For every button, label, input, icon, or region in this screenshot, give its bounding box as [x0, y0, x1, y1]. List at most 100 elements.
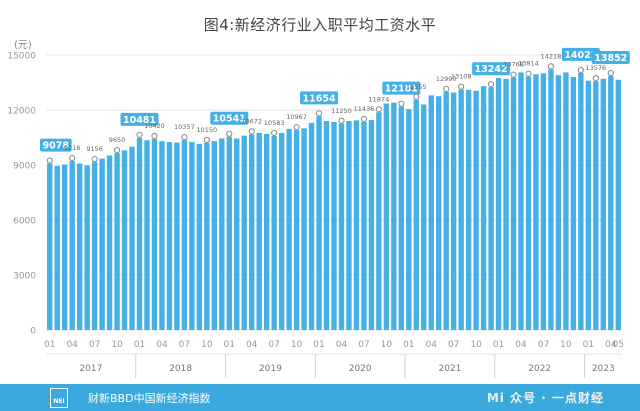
- data-point-marker: [443, 85, 450, 92]
- data-label: 10541: [213, 114, 246, 125]
- x-tick-label: 04: [156, 340, 168, 350]
- bar: [398, 106, 405, 330]
- data-label: 10967: [286, 113, 307, 121]
- x-tick-label: 04: [66, 340, 78, 350]
- data-point-marker: [226, 130, 233, 137]
- x-tick-label: 10: [111, 340, 123, 350]
- bar: [234, 138, 240, 330]
- bar: [241, 135, 247, 330]
- x-tick-label: 04: [246, 340, 258, 350]
- x-tick-label: 10: [381, 340, 393, 350]
- bar: [114, 153, 120, 330]
- bar: [331, 121, 337, 331]
- x-tick-label: 04: [336, 340, 348, 350]
- bar: [129, 146, 135, 330]
- data-label: 14022: [564, 50, 597, 61]
- data-label-box: [300, 91, 339, 105]
- x-tick-label: 10: [291, 340, 303, 350]
- y-tick-label: 6000: [13, 217, 36, 227]
- bar: [174, 142, 180, 330]
- x-tick-label: 01: [134, 340, 145, 350]
- y-tick-label: 3000: [13, 272, 36, 282]
- bar: [548, 69, 554, 330]
- x-tick-label: 04: [426, 340, 438, 350]
- bar: [76, 163, 83, 330]
- data-point-marker: [113, 146, 121, 154]
- data-point-marker: [413, 93, 420, 100]
- nei-logo: NEI: [50, 388, 68, 408]
- data-label: 12181: [385, 84, 418, 95]
- data-label: 11436: [354, 105, 375, 113]
- data-point-marker: [398, 100, 405, 107]
- data-label: 10481: [123, 115, 156, 126]
- data-label: 10420: [144, 122, 165, 130]
- bar: [69, 161, 75, 330]
- x-tick-label: 01: [583, 340, 594, 350]
- bar: [189, 142, 195, 330]
- x-tick-label: 07: [268, 340, 279, 350]
- bar: [391, 102, 397, 331]
- bar: [443, 91, 449, 330]
- data-label-box: [120, 112, 159, 126]
- bar: [615, 79, 621, 330]
- bar: [293, 130, 300, 330]
- data-point-marker: [203, 136, 210, 143]
- data-point-marker: [510, 71, 517, 78]
- bar: [323, 121, 330, 330]
- data-label: 10357: [174, 123, 195, 131]
- x-tick-label: 01: [403, 340, 414, 350]
- x-tick-label: 07: [89, 340, 100, 350]
- data-point-marker: [338, 117, 345, 124]
- bar: [406, 109, 412, 330]
- bar: [99, 158, 105, 330]
- data-point-marker: [577, 66, 584, 74]
- bar: [585, 80, 592, 331]
- bar: [263, 133, 270, 330]
- x-tick-label: 10: [470, 340, 482, 350]
- bar: [510, 77, 517, 330]
- data-label: 11874: [369, 95, 390, 103]
- x-tick-label: 04: [515, 340, 527, 350]
- x-tick-label: 01: [44, 340, 55, 350]
- data-label: 10583: [264, 119, 285, 127]
- bar: [62, 164, 68, 330]
- data-label: 10150: [196, 126, 217, 134]
- data-label: 13814: [518, 60, 539, 68]
- bar: [219, 138, 225, 330]
- data-point-marker: [69, 154, 76, 162]
- year-label: 2020: [349, 364, 372, 374]
- bar: [308, 122, 315, 330]
- data-label: 14218: [541, 52, 562, 60]
- bar: [503, 78, 509, 330]
- data-point-marker: [91, 156, 98, 163]
- x-tick-label: 07: [358, 340, 369, 350]
- bar: [533, 74, 539, 330]
- bar: [278, 132, 285, 330]
- year-label: 2018: [169, 364, 192, 374]
- bar: [600, 78, 606, 330]
- data-label: 11250: [331, 107, 352, 115]
- year-label: 2017: [79, 364, 102, 374]
- bar: [256, 132, 262, 330]
- logo-text: NEI: [53, 398, 65, 405]
- data-point-marker: [375, 106, 382, 113]
- bar: [361, 121, 367, 331]
- bar: [271, 135, 277, 330]
- data-label-box: [472, 62, 511, 76]
- bar: [84, 165, 90, 330]
- x-tick-label: 07: [538, 340, 549, 350]
- year-label: 2022: [528, 364, 551, 374]
- bar: [465, 89, 472, 330]
- bar: [593, 81, 599, 331]
- data-point-marker: [248, 128, 255, 135]
- data-label: 13108: [451, 73, 472, 81]
- bar: [159, 141, 165, 330]
- x-tick-label: 10: [560, 340, 572, 350]
- y-tick-label: 12000: [7, 107, 36, 117]
- bar: [286, 128, 292, 330]
- data-label: 9078: [43, 141, 70, 152]
- data-point-marker: [136, 131, 143, 138]
- y-tick-label: 15000: [7, 52, 36, 62]
